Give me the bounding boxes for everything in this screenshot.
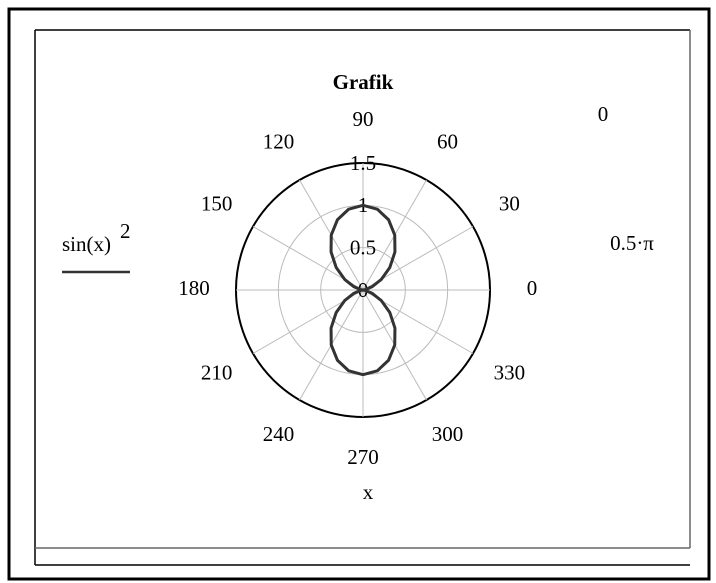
angle-tick-label: 120 <box>263 129 295 153</box>
angle-tick-label: 0 <box>527 276 538 300</box>
x-axis-label: x <box>363 480 374 504</box>
angle-tick-label: 180 <box>178 276 210 300</box>
annotation: 0 <box>598 102 609 126</box>
angle-tick-label: 90 <box>353 107 374 131</box>
outer-frame <box>7 7 711 581</box>
angle-tick-label: 60 <box>437 129 458 153</box>
angle-tick-label: 330 <box>494 360 526 384</box>
annotation: 0.5·π <box>610 231 654 255</box>
legend-label: sin(x) <box>62 232 111 256</box>
radial-tick-label: 1.5 <box>350 151 376 175</box>
chart-title: Grafik <box>333 70 394 94</box>
angle-tick-label: 270 <box>347 445 379 469</box>
radial-tick-label: 0.5 <box>350 235 376 259</box>
angle-tick-label: 210 <box>201 360 233 384</box>
angle-tick-label: 300 <box>432 422 464 446</box>
angle-tick-label: 240 <box>263 422 295 446</box>
series-line <box>329 203 397 377</box>
angle-tick-label: 150 <box>201 191 233 215</box>
legend-superscript: 2 <box>120 219 131 243</box>
angle-tick-label: 30 <box>499 191 520 215</box>
